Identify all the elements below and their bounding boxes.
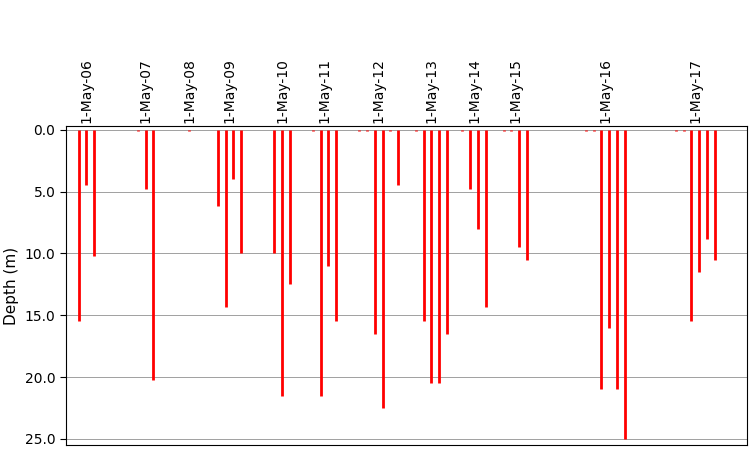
Y-axis label: Depth (m): Depth (m) [5, 247, 20, 325]
